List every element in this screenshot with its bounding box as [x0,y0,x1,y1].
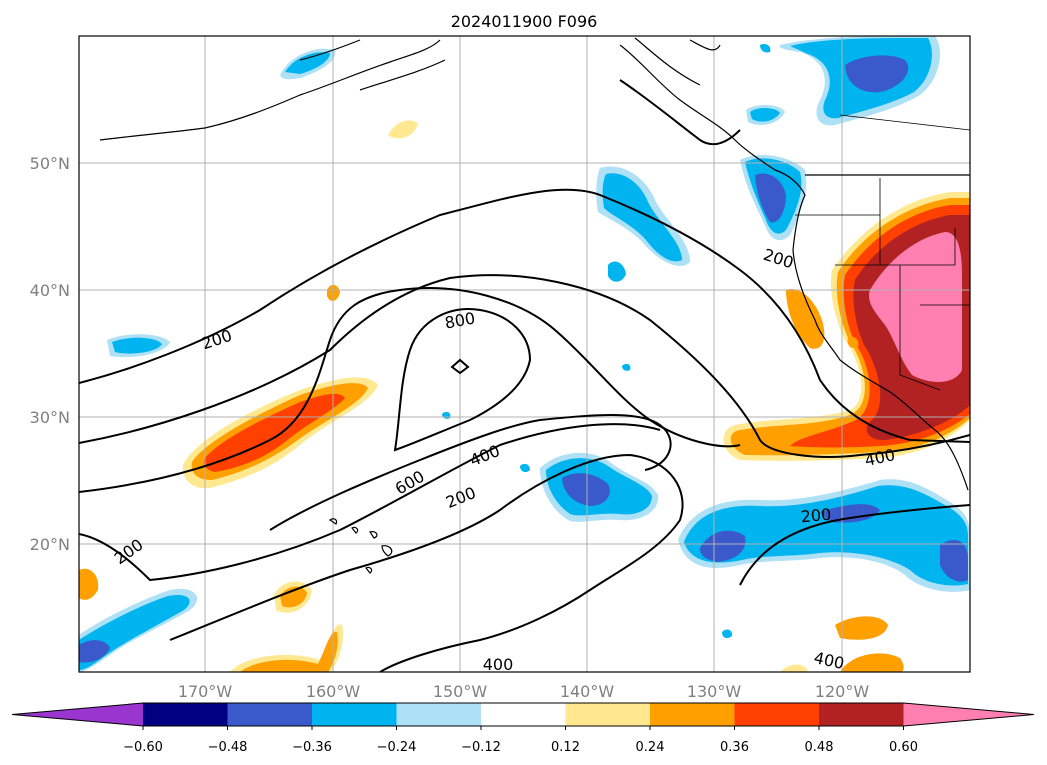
map-frame [78,35,971,673]
colorbar-segment [143,703,228,726]
warm-shading-region [240,631,338,672]
map-title: 2024011900 F096 [451,12,598,31]
colorbar: −0.60 −0.48 −0.36 −0.24 −0.12 0.12 0.24 0.36 0.4… [11,702,1035,755]
warm-shading-region [835,616,888,640]
warm-shading-region [780,664,808,672]
colorbar-segment [312,703,397,726]
cool-shading-region [722,629,733,639]
warm-shading-region [280,586,307,608]
warm-shading-region [840,653,904,672]
cool-shading-region [608,261,626,282]
warm-shading-region [230,624,344,672]
colorbar-segment [734,703,820,726]
cool-shading-region [112,337,162,354]
colorbar-tick-label: 0.12 [551,740,580,755]
colorbar-tick-label: 0.48 [805,740,834,755]
colorbar-tick-label: −0.48 [208,740,248,755]
colorbar-segment [396,703,482,726]
lon-label: 160°W [306,682,361,701]
colorbar-tick-label: −0.24 [377,740,417,755]
warm-shading-region [847,336,859,348]
colorbar-tick-label: −0.60 [123,740,163,755]
warm-shading-region [388,120,418,139]
warm-shading-region [203,393,345,472]
lat-label: 30°N [30,408,70,427]
lat-label: 40°N [30,281,70,300]
contour-lines [79,79,970,672]
state-borders [795,114,970,391]
cool-shading-region [285,52,330,74]
coastlines [99,37,970,491]
colorbar-segment [819,703,904,726]
islands [328,518,393,574]
cool-shading-region [700,530,746,562]
colorbar-tick-label: −0.12 [461,740,501,755]
cool-shading-region [79,640,110,663]
lon-label: 150°W [433,682,488,701]
colorbar-segment [565,703,651,726]
map-area: 200 200 200 200 200 400 400 400 400 600 … [79,36,970,674]
colorbar-tick-label: 0.36 [720,740,749,755]
cool-shading-region [820,504,880,523]
cool-shading-region [562,473,610,506]
cool-shading-region [622,363,631,371]
warm-shading-region [79,568,99,600]
lon-label: 120°W [815,682,870,701]
colorbar-segment [650,703,735,726]
colorbar-segment [481,703,566,726]
colorbar-tick-label: 0.24 [636,740,665,755]
lat-label: 50°N [30,154,70,173]
longitude-labels: 170°W 160°W 150°W 140°W 130°W 120°W [178,682,870,701]
colorbar-extension-low [12,703,143,726]
colorbar-segment [227,703,313,726]
cool-shading-region [755,173,786,223]
cool-shading-region [684,485,968,586]
contour-label: 400 [812,648,846,673]
colorbar-extension-high [903,703,1034,726]
lat-label: 20°N [30,535,70,554]
shading-layer [79,36,970,672]
lon-label: 130°W [687,682,742,701]
cool-shading-region [845,55,909,93]
contour-label: 200 [800,505,832,527]
lon-label: 170°W [178,682,233,701]
cool-shading-region [602,173,682,262]
colorbar-tick-label: −0.36 [292,740,332,755]
contour-label: 400 [483,655,514,674]
cool-shading-region [750,107,780,122]
colorbar-tick-label: 0.60 [889,740,918,755]
warm-shading-region [869,232,962,382]
cool-shading-region [940,540,968,582]
lat-lon-grid [79,36,970,672]
cool-shading-region [760,43,771,53]
cool-shading-region [520,463,530,473]
latitude-labels: 50°N 40°N 30°N 20°N [30,154,70,554]
lon-label: 140°W [560,682,615,701]
warm-shading-region [786,289,825,349]
